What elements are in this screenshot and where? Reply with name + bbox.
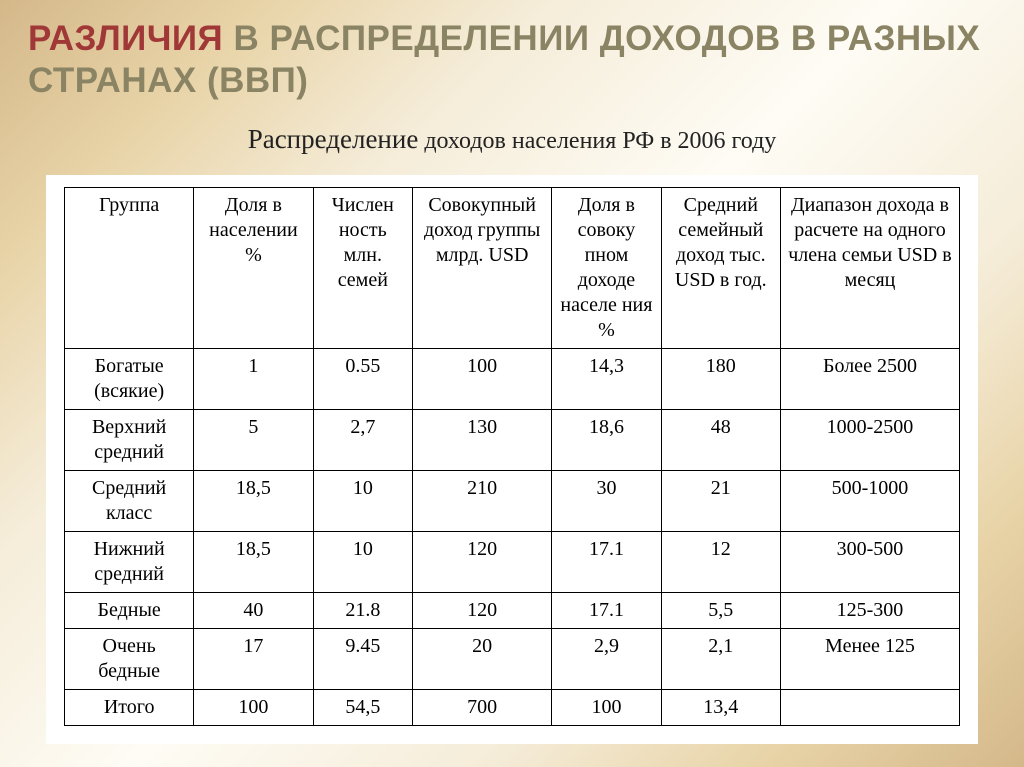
table-row: Средний класс18,5102103021500-1000 — [65, 471, 960, 532]
table-cell: 210 — [413, 471, 552, 532]
col-header: Совокупный доход группы млрд. USD — [413, 188, 552, 349]
table-cell: Бедные — [65, 593, 194, 629]
col-header: Группа — [65, 188, 194, 349]
col-header: Числен ность млн. семей — [313, 188, 412, 349]
table-cell: 10 — [313, 471, 412, 532]
slide-subtitle: Распределение доходов населения РФ в 200… — [28, 124, 996, 155]
table-row: Богатые (всякие)10.5510014,3180Более 250… — [65, 349, 960, 410]
table-cell: 14,3 — [552, 349, 661, 410]
table-cell: Очень бедные — [65, 629, 194, 690]
table-row: Нижний средний18,51012017.112300-500 — [65, 532, 960, 593]
table-cell: 18,5 — [194, 532, 313, 593]
table-cell: 9.45 — [313, 629, 412, 690]
table-cell: 54,5 — [313, 690, 412, 726]
table-cell: Менее 125 — [780, 629, 959, 690]
slide-title: Различия в распределении доходов в разны… — [28, 18, 996, 102]
table-cell: Средний класс — [65, 471, 194, 532]
subtitle-big: Распределение — [248, 124, 419, 154]
table-cell: 120 — [413, 593, 552, 629]
table-cell: Более 2500 — [780, 349, 959, 410]
table-cell: 21 — [661, 471, 780, 532]
table-cell: 125-300 — [780, 593, 959, 629]
table-container: ГруппаДоля в населении %Числен ность млн… — [46, 175, 978, 744]
table-cell: 18,5 — [194, 471, 313, 532]
table-cell: 2,9 — [552, 629, 661, 690]
subtitle-small: доходов населения РФ в 2006 году — [418, 128, 776, 154]
table-cell: 2,7 — [313, 410, 412, 471]
table-cell: 1 — [194, 349, 313, 410]
table-cell: Богатые (всякие) — [65, 349, 194, 410]
table-cell: 40 — [194, 593, 313, 629]
income-table: ГруппаДоля в населении %Числен ность млн… — [64, 187, 960, 726]
col-header: Доля в совоку пном доходе населе ния % — [552, 188, 661, 349]
table-cell: 21.8 — [313, 593, 412, 629]
table-cell: 5 — [194, 410, 313, 471]
table-cell: 5,5 — [661, 593, 780, 629]
header-row: ГруппаДоля в населении %Числен ность млн… — [65, 188, 960, 349]
table-cell: 2,1 — [661, 629, 780, 690]
table-cell: 180 — [661, 349, 780, 410]
table-head: ГруппаДоля в населении %Числен ность млн… — [65, 188, 960, 349]
table-body: Богатые (всякие)10.5510014,3180Более 250… — [65, 349, 960, 726]
table-cell: 10 — [313, 532, 412, 593]
table-cell: 0.55 — [313, 349, 412, 410]
table-cell: 1000-2500 — [780, 410, 959, 471]
table-cell: 30 — [552, 471, 661, 532]
table-cell: 13,4 — [661, 690, 780, 726]
table-row: Бедные4021.812017.15,5125-300 — [65, 593, 960, 629]
table-cell: 300-500 — [780, 532, 959, 593]
table-cell: 120 — [413, 532, 552, 593]
table-cell: 100 — [194, 690, 313, 726]
table-row: Очень бедные179.45202,92,1Менее 125 — [65, 629, 960, 690]
col-header: Диапазон дохода в расчете на одного член… — [780, 188, 959, 349]
table-cell: 100 — [413, 349, 552, 410]
table-cell: 20 — [413, 629, 552, 690]
table-cell: 17.1 — [552, 593, 661, 629]
table-row: Верхний средний52,713018,6481000-2500 — [65, 410, 960, 471]
table-row: Итого10054,570010013,4 — [65, 690, 960, 726]
table-cell: Итого — [65, 690, 194, 726]
title-highlight: Различия — [28, 19, 223, 58]
table-cell: Верхний средний — [65, 410, 194, 471]
table-cell: 18,6 — [552, 410, 661, 471]
table-cell: 48 — [661, 410, 780, 471]
table-cell: 12 — [661, 532, 780, 593]
col-header: Средний семейный доход тыс. USD в год. — [661, 188, 780, 349]
table-cell: 500-1000 — [780, 471, 959, 532]
table-cell: 130 — [413, 410, 552, 471]
slide-container: Различия в распределении доходов в разны… — [0, 0, 1024, 762]
table-cell: 17 — [194, 629, 313, 690]
col-header: Доля в населении % — [194, 188, 313, 349]
table-cell: 100 — [552, 690, 661, 726]
table-cell: 17.1 — [552, 532, 661, 593]
table-cell — [780, 690, 959, 726]
table-cell: 700 — [413, 690, 552, 726]
table-cell: Нижний средний — [65, 532, 194, 593]
